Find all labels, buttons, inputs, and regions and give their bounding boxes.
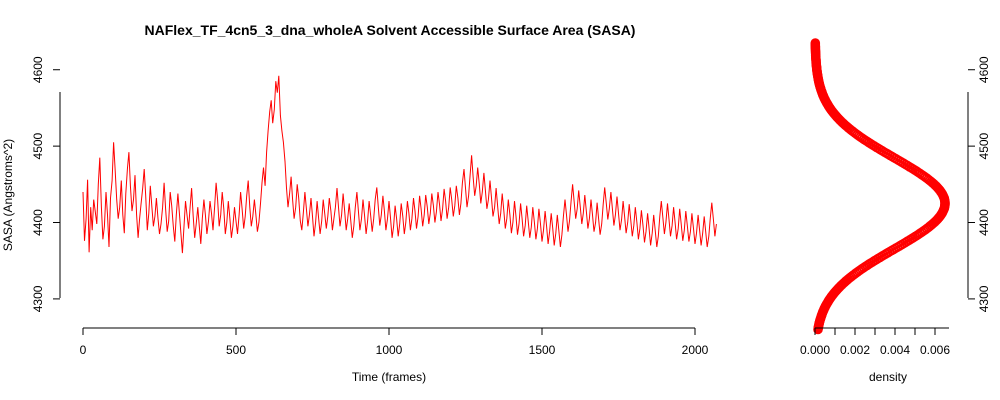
y-axis: 4300 4400 4500 4600 bbox=[31, 56, 61, 312]
y-tick-label: 4300 bbox=[31, 285, 45, 312]
chart-title: NAFlex_TF_4cn5_3_dna_wholeA Solvent Acce… bbox=[145, 22, 636, 38]
density-x-axis: 0.000 0.002 0.004 0.006 bbox=[800, 327, 950, 357]
x-axis: 0 500 1000 1500 2000 bbox=[80, 327, 709, 357]
y-axis-title: SASA (Angstroms^2) bbox=[1, 139, 15, 251]
sasa-series-line bbox=[82, 75, 717, 254]
density-y-tick-label: 4600 bbox=[977, 56, 991, 83]
x-axis-title: Time (frames) bbox=[352, 370, 426, 384]
density-y-axis: 4300 4400 4500 4600 bbox=[967, 56, 991, 312]
x-tick-label: 2000 bbox=[682, 343, 709, 357]
y-tick-label: 4600 bbox=[31, 56, 45, 83]
density-y-tick-label: 4400 bbox=[977, 209, 991, 236]
density-y-tick-label: 4300 bbox=[977, 285, 991, 312]
density-x-tick-label: 0.006 bbox=[920, 343, 950, 357]
x-tick-label: 0 bbox=[80, 343, 87, 357]
x-tick-label: 1500 bbox=[529, 343, 556, 357]
density-point bbox=[810, 38, 821, 48]
x-tick-label: 1000 bbox=[376, 343, 403, 357]
density-x-tick-label: 0.002 bbox=[840, 343, 870, 357]
y-tick-label: 4500 bbox=[31, 132, 45, 159]
density-plot: 0.000 0.002 0.004 0.006 4300 4400 4500 4600 de… bbox=[800, 38, 991, 384]
density-curve bbox=[810, 38, 950, 335]
density-y-tick-label: 4500 bbox=[977, 132, 991, 159]
sasa-plot: 0 500 1000 1500 2000 4300 4400 4500 4600 Time (… bbox=[1, 56, 717, 384]
density-x-tick-label: 0.004 bbox=[880, 343, 910, 357]
density-axis-title: density bbox=[869, 370, 907, 384]
density-x-tick-label: 0.000 bbox=[800, 343, 830, 357]
x-tick-label: 500 bbox=[226, 343, 246, 357]
y-tick-label: 4400 bbox=[31, 209, 45, 236]
